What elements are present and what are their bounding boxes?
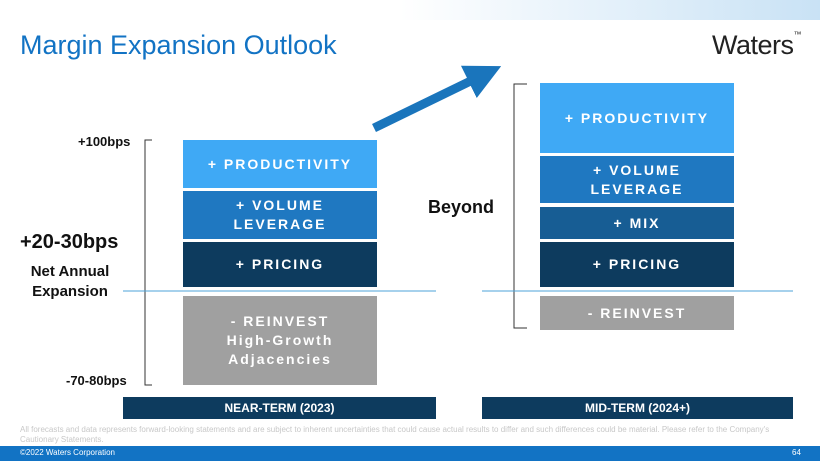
growth-arrow	[372, 65, 502, 133]
near-reinvest: - REINVEST High-Growth Adjacencies	[183, 296, 377, 385]
bracket	[144, 139, 152, 386]
header-decoration	[400, 0, 820, 20]
scale-top: +100bps	[78, 134, 131, 149]
reinvest-title: - REINVEST	[230, 313, 330, 329]
copyright: ©2022 Waters Corporation	[20, 448, 115, 457]
logo-mark: ™	[793, 30, 802, 39]
mid-box: + VOLUME LEVERAGE	[540, 156, 734, 203]
near-box: + VOLUME LEVERAGE	[183, 191, 377, 239]
disclaimer: All forecasts and data represents forwar…	[20, 425, 770, 444]
near-term-label: NEAR-TERM (2023)	[123, 397, 436, 419]
reinvest-detail: High-Growth Adjacencies	[226, 332, 334, 367]
page-number: 64	[792, 448, 801, 457]
headline-note: Net Annual Expansion	[30, 263, 110, 300]
mid-reinvest: - REINVEST	[540, 296, 734, 330]
logo-text: Waters	[712, 30, 794, 60]
scale-bottom: -70-80bps	[66, 373, 127, 388]
mid-term-label: MID-TERM (2024+)	[482, 397, 793, 419]
title: Margin Expansion Outlook	[20, 30, 337, 60]
headline: +20-30bps	[20, 231, 119, 253]
mid-box: + PRODUCTIVITY	[540, 83, 734, 153]
logo: Waters™	[712, 30, 801, 61]
mid-box: + PRICING	[540, 242, 734, 287]
mid-box: + MIX	[540, 207, 734, 239]
near-box: + PRICING	[183, 242, 377, 287]
beyond: Beyond	[428, 197, 495, 217]
footer-bar	[0, 446, 820, 461]
near-box: + PRODUCTIVITY	[183, 140, 377, 188]
bracket	[513, 83, 527, 329]
